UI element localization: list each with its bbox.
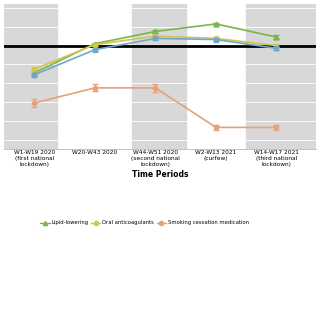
Legend: Lipid-lowering, Oral anticoagulants, Smoking cessation medication: Lipid-lowering, Oral anticoagulants, Smo… <box>38 218 251 228</box>
X-axis label: Time Periods: Time Periods <box>132 170 188 179</box>
Bar <box>246 4 316 149</box>
Bar <box>57 4 132 149</box>
Bar <box>132 4 186 149</box>
Bar <box>4 4 57 149</box>
Bar <box>186 4 246 149</box>
